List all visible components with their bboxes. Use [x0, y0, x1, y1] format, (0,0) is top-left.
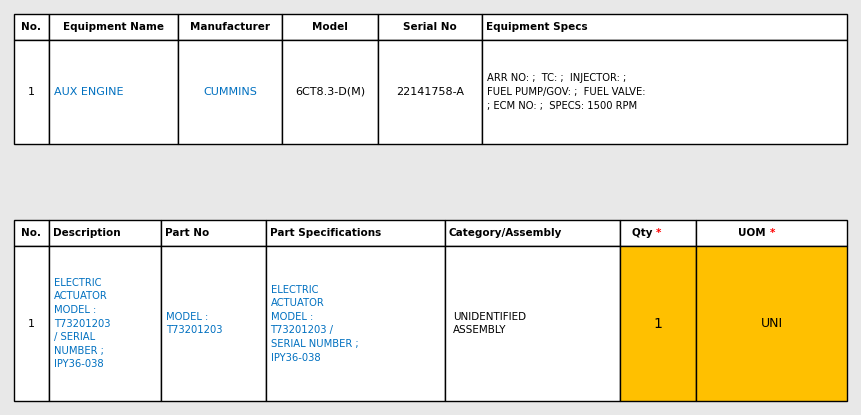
Text: ARR NO: ;  TC: ;  INJECTOR: ;
FUEL PUMP/GOV: ;  FUEL VALVE:
; ECM NO: ;  SPECS: : ARR NO: ; TC: ; INJECTOR: ; FUEL PUMP/GO… — [487, 73, 646, 111]
Bar — [14, 246, 49, 401]
Text: *: * — [770, 228, 775, 238]
Text: Part No: Part No — [165, 228, 210, 238]
Text: *: * — [656, 228, 661, 238]
Text: MODEL :
T73201203: MODEL : T73201203 — [166, 312, 223, 335]
Text: CUMMINS: CUMMINS — [203, 87, 257, 97]
Text: Manufacturer: Manufacturer — [190, 22, 270, 32]
Bar — [14, 14, 49, 40]
Bar — [178, 40, 282, 144]
Bar — [49, 40, 178, 144]
Bar — [14, 40, 49, 144]
Text: Model: Model — [313, 22, 348, 32]
Text: No.: No. — [22, 22, 41, 32]
Bar — [697, 220, 847, 246]
Bar — [49, 14, 178, 40]
Bar — [482, 14, 847, 40]
Text: ELECTRIC
ACTUATOR
MODEL :
T73201203 /
SERIAL NUMBER ;
IPY36-038: ELECTRIC ACTUATOR MODEL : T73201203 / SE… — [270, 285, 358, 362]
Bar — [444, 220, 620, 246]
Bar — [482, 40, 847, 144]
Text: 22141758-A: 22141758-A — [396, 87, 464, 97]
Text: Qty: Qty — [632, 228, 656, 238]
Text: UOM: UOM — [739, 228, 770, 238]
Bar — [162, 246, 265, 401]
Text: 1: 1 — [653, 317, 662, 330]
Text: 1: 1 — [28, 87, 35, 97]
Bar — [444, 246, 620, 401]
Text: AUX ENGINE: AUX ENGINE — [54, 87, 123, 97]
Text: 6CT8.3-D(M): 6CT8.3-D(M) — [295, 87, 365, 97]
Text: UNI: UNI — [760, 317, 783, 330]
Bar — [14, 220, 49, 246]
Bar — [620, 246, 697, 401]
Text: Category/Assembly: Category/Assembly — [449, 228, 562, 238]
Bar — [49, 220, 162, 246]
Bar — [265, 246, 444, 401]
Bar — [282, 40, 378, 144]
Text: Description: Description — [53, 228, 121, 238]
Bar — [162, 220, 265, 246]
Bar — [49, 246, 162, 401]
Bar — [265, 220, 444, 246]
Text: Equipment Name: Equipment Name — [63, 22, 164, 32]
Bar — [378, 14, 482, 40]
Text: UNIDENTIFIED
ASSEMBLY: UNIDENTIFIED ASSEMBLY — [453, 312, 526, 335]
Text: No.: No. — [22, 228, 41, 238]
Bar — [378, 40, 482, 144]
Text: Part Specifications: Part Specifications — [269, 228, 381, 238]
Text: Equipment Specs: Equipment Specs — [486, 22, 588, 32]
Bar — [282, 14, 378, 40]
Text: Serial No: Serial No — [403, 22, 457, 32]
Bar — [620, 220, 697, 246]
Bar — [697, 246, 847, 401]
Text: ELECTRIC
ACTUATOR
MODEL :
T73201203
/ SERIAL
NUMBER ;
IPY36-038: ELECTRIC ACTUATOR MODEL : T73201203 / SE… — [54, 278, 110, 369]
Text: 1: 1 — [28, 318, 35, 329]
Bar — [178, 14, 282, 40]
